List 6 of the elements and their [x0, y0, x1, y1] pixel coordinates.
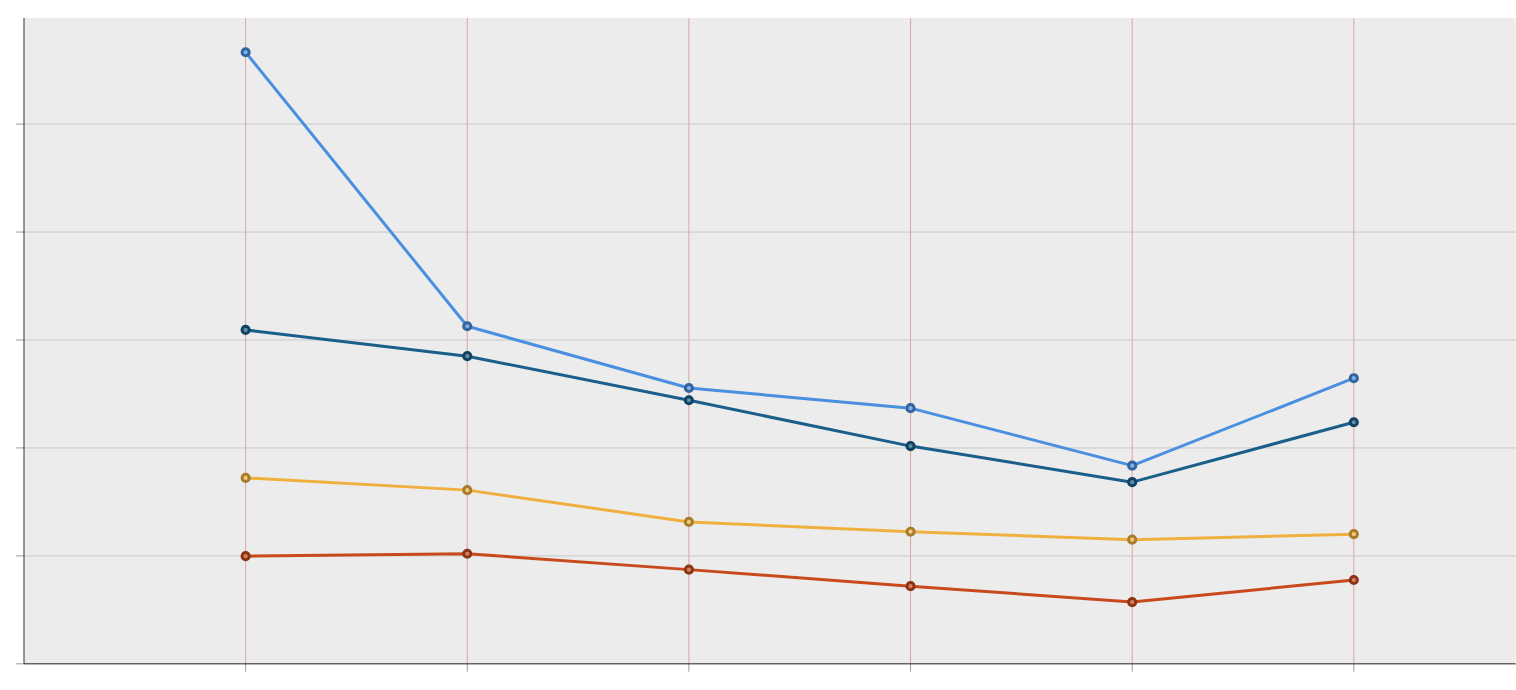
point — [1348, 417, 1359, 428]
point — [905, 441, 916, 452]
point — [683, 395, 694, 406]
point — [462, 351, 473, 362]
point — [240, 324, 251, 336]
point — [1127, 477, 1138, 488]
